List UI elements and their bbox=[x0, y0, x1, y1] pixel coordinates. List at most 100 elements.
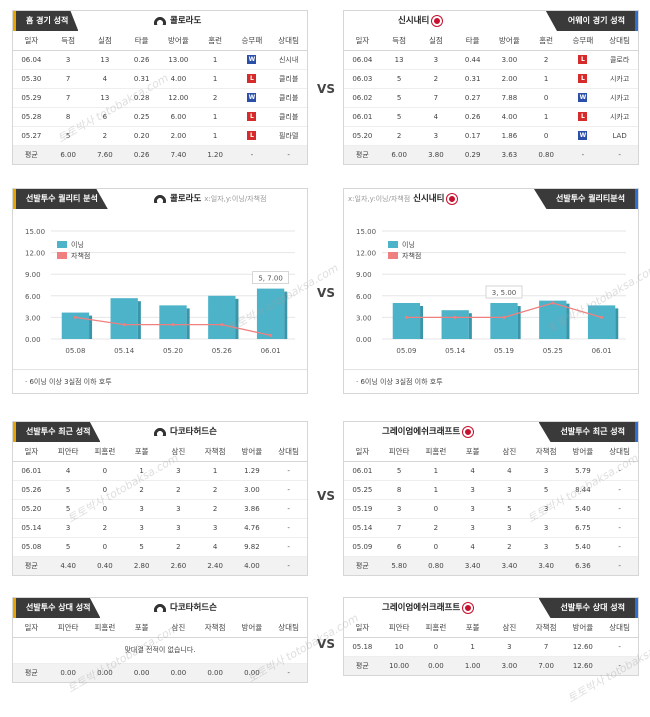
avg-cell: 0.00 bbox=[86, 663, 124, 682]
column-header: 포볼 bbox=[123, 442, 160, 462]
table-cell: 1 bbox=[527, 69, 565, 89]
table-cell: 3 bbox=[454, 499, 491, 519]
column-header: 피안타 bbox=[49, 442, 87, 462]
table-cell: 05.19 bbox=[344, 499, 381, 519]
x-tick-label: 05.09 bbox=[396, 347, 416, 355]
column-header: 상대팀 bbox=[601, 31, 638, 51]
table-cell: W bbox=[233, 50, 271, 70]
team-name: x:일자,y:이닝/자책점 신시내티 bbox=[348, 189, 460, 209]
bar-shade bbox=[89, 315, 93, 339]
table-cell: 5 bbox=[380, 69, 418, 89]
table-cell: 시카고 bbox=[601, 107, 638, 127]
column-header: 방어율 bbox=[564, 618, 602, 638]
avg-cell: 3.00 bbox=[491, 656, 528, 675]
vs-label: VS bbox=[317, 286, 335, 300]
bar-shade bbox=[186, 308, 190, 339]
avg-cell: 6.00 bbox=[49, 145, 87, 164]
panel-title: 선발투수 퀄리티분석 bbox=[533, 189, 638, 209]
win-badge: W bbox=[578, 131, 588, 140]
home-games-table: 일자 득점 실점 타율 방어율 홈런 승무패 상대팀 06.04 3 13 0.26 13.00 1 W 신시… bbox=[13, 31, 307, 164]
avg-cell: - bbox=[601, 145, 638, 164]
table-cell: - bbox=[601, 537, 638, 557]
avg-cell: 0.40 bbox=[86, 556, 124, 575]
table-cell: - bbox=[601, 637, 638, 657]
bar-shade bbox=[235, 298, 239, 339]
table-cell: 2 bbox=[491, 537, 528, 557]
column-header: 방어율 bbox=[491, 31, 528, 51]
reds-logo-icon bbox=[463, 602, 474, 613]
table-cell: L bbox=[233, 107, 271, 127]
panel-header: 선발투수 상대 성적 다코타허드슨 bbox=[13, 598, 307, 618]
reds-logo-icon bbox=[432, 15, 443, 26]
chart-svg: 15.00 12.00 9.00 6.00 3.00 0.00 05.08 05.14 05.2… bbox=[25, 228, 295, 355]
table-cell: 0.20 bbox=[123, 126, 160, 146]
panel-header: 홈 경기 성적 콜로라도 bbox=[13, 11, 307, 31]
versus-table-left: 일자 피안타 피홈런 포볼 삼진 자책점 방어율 상대팀 맞대결 전적이 없습니다. 평균 0.00… bbox=[13, 618, 307, 682]
avg-cell: 0.29 bbox=[454, 145, 491, 164]
table-cell: 1 bbox=[196, 69, 234, 89]
table-cell: 13 bbox=[86, 50, 124, 70]
table-cell: 05.08 bbox=[13, 537, 50, 557]
y-tick-label: 12.00 bbox=[25, 250, 45, 258]
column-header: 피안타 bbox=[380, 442, 418, 462]
column-header: 득점 bbox=[49, 31, 87, 51]
x-tick-label: 05.14 bbox=[445, 347, 466, 355]
avg-cell: 2.60 bbox=[160, 556, 197, 575]
table-cell: 신시내 bbox=[270, 50, 307, 70]
versus-table-right: 일자 피안타 피홈런 포볼 삼진 자책점 방어율 상대팀 05.18 10 0 1 3 7 12.60- 평균… bbox=[344, 618, 638, 675]
table-cell: 7 bbox=[417, 88, 455, 108]
panel-header: 선발투수 퀄리티 분석 콜로라도 x:일자,y:이닝/자책점 bbox=[13, 189, 307, 209]
column-header: 방어율 bbox=[564, 442, 602, 462]
table-cell: 6 bbox=[86, 107, 124, 127]
avg-cell: 0.00 bbox=[160, 663, 197, 682]
table-cell: 3 bbox=[49, 518, 87, 538]
column-header: 삼진 bbox=[160, 618, 197, 638]
team-name: 다코타허드슨 bbox=[153, 422, 217, 442]
column-header: 일자 bbox=[344, 31, 381, 51]
table-cell: 3 bbox=[527, 461, 565, 481]
avg-cell: 2.40 bbox=[196, 556, 234, 575]
column-header: 실점 bbox=[86, 31, 124, 51]
bar bbox=[490, 303, 518, 339]
panel-header: 그레이엄에쉬크래프트 선발투수 상대 성적 bbox=[344, 598, 638, 618]
column-header: 상대팀 bbox=[601, 442, 638, 462]
table-cell: 05.28 bbox=[13, 107, 50, 127]
table-row: 05.20 2 3 0.17 1.86 0 W LAD bbox=[344, 126, 638, 146]
table-cell: 4 bbox=[49, 461, 87, 481]
column-header: 타율 bbox=[454, 31, 491, 51]
away-games-panel: 신시내티 어웨이 경기 성적 일자 득점 실점 타율 방어율 홈런 승무패 상대팀 06.04 1… bbox=[343, 10, 639, 165]
column-header: 타율 bbox=[123, 31, 160, 51]
table-cell: 3 bbox=[123, 518, 160, 538]
table-cell: 3 bbox=[527, 537, 565, 557]
column-header: 피안타 bbox=[380, 618, 418, 638]
column-header: 일자 bbox=[344, 442, 381, 462]
table-cell: 0.17 bbox=[454, 126, 491, 146]
bar bbox=[110, 298, 138, 339]
team-name: 그레이엄에쉬크래프트 bbox=[382, 422, 476, 442]
quality-panel-right: x:일자,y:이닝/자책점 신시내티 선발투수 퀄리티분석 15.00 12.00 9… bbox=[343, 188, 639, 394]
table-row: 06.04 13 3 0.44 3.00 2 L 콜로라 bbox=[344, 50, 638, 70]
column-header: 실점 bbox=[417, 31, 455, 51]
table-cell: 5 bbox=[380, 461, 418, 481]
column-header: 삼진 bbox=[491, 442, 528, 462]
x-tick-label: 05.20 bbox=[163, 347, 183, 355]
column-header: 삼진 bbox=[491, 618, 528, 638]
y-tick-label: 9.00 bbox=[25, 271, 41, 279]
loss-badge: L bbox=[247, 131, 257, 140]
table-cell: 3 bbox=[160, 499, 197, 519]
table-cell: 05.09 bbox=[344, 537, 381, 557]
table-cell: 3 bbox=[380, 499, 418, 519]
annotation-label: 3, 5.00 bbox=[492, 289, 517, 297]
chart-note: · 6이닝 이상 3실점 이하 호투 bbox=[344, 369, 638, 393]
table-cell: 12.00 bbox=[160, 88, 197, 108]
table-cell: 6 bbox=[380, 537, 418, 557]
recent-table-left: 일자 피안타 피홈런 포볼 삼진 자책점 방어율 상대팀 06.01 4 0 1 3 1 1.29-05.2… bbox=[13, 442, 307, 575]
table-cell: 9.82 bbox=[233, 537, 271, 557]
column-header: 피홈런 bbox=[417, 442, 455, 462]
bar bbox=[539, 300, 567, 339]
table-avg-row: 평균 10.00 0.00 1.00 3.00 7.00 12.60- bbox=[344, 656, 638, 675]
avg-cell: 7.60 bbox=[86, 145, 124, 164]
quality-panel-left: 선발투수 퀄리티 분석 콜로라도 x:일자,y:이닝/자책점 15.00 12.00… bbox=[12, 188, 308, 394]
table-cell: 06.03 bbox=[344, 69, 381, 89]
table-cell: 06.02 bbox=[344, 88, 381, 108]
